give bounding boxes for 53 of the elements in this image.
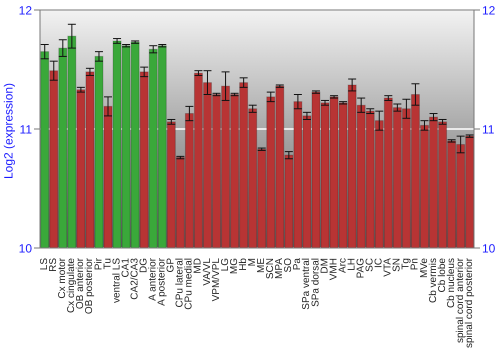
x-tick-label: CPu medial [184, 258, 195, 310]
x-tick-label: Arc [337, 258, 348, 273]
x-tick-label: LG [220, 258, 231, 272]
x-tick-label: Cb vermis [428, 258, 439, 304]
x-tick-label: MPA [274, 258, 286, 279]
y2-tick-label: 10 [482, 241, 496, 256]
x-tick-label: A posterior [156, 257, 168, 306]
x-tick-label: DM [319, 258, 330, 274]
x-tick-label: SCN [265, 258, 276, 280]
y-tick-label: 12 [18, 3, 32, 18]
x-tick-label: Cb nucleus [446, 258, 457, 308]
x-tick-label: spinal cord anterior [454, 257, 466, 344]
x-tick-label: Pn [410, 258, 421, 270]
x-tick-label: SO [283, 258, 294, 272]
y-tick-label: 10 [18, 241, 32, 256]
x-tick-label: MVe [418, 258, 430, 278]
x-tick-label: GP [166, 258, 177, 272]
x-tick-label: spinal cord posterior [464, 257, 475, 348]
x-tick-label: OB posterior [84, 257, 96, 314]
x-tick-label: CA1 [120, 258, 132, 278]
y-tick-label: 11 [20, 122, 32, 136]
y2-tick-label: 11 [482, 122, 495, 136]
x-tick-label: CA2/CA3 [129, 258, 140, 300]
x-tick-label: Tg [400, 258, 412, 270]
x-tick-label: RS [48, 258, 60, 272]
x-tick-label: DG [138, 258, 150, 273]
x-tick-label: Cb lobe [436, 258, 448, 292]
x-tick-label: A anterior [148, 257, 159, 301]
x-tick-label: VA/VL [202, 258, 213, 286]
x-tick-label: LH [346, 258, 358, 271]
x-tick-label: VTA [382, 258, 394, 277]
x-tick-label: Hb [238, 258, 249, 271]
x-tick-label: IC [374, 258, 385, 268]
y2-tick-label: 12 [482, 3, 496, 18]
x-tick-label: M [246, 258, 258, 266]
x-tick-label: ME [256, 258, 268, 273]
x-tick-label: PAG [355, 258, 366, 278]
y-axis-title: Log2 (expression) [1, 82, 16, 179]
x-tick-label: MD [192, 258, 204, 274]
x-tick-label: Tu [102, 258, 114, 270]
x-tick-label: MG [228, 258, 240, 274]
x-tick-label: SC [364, 258, 376, 272]
x-tick-label: LS [39, 258, 50, 270]
x-tick-label: VMH [328, 258, 340, 280]
x-tick-label: SPa ventral [301, 258, 312, 310]
x-tick-label: SPa dorsal [310, 258, 322, 307]
x-tick-label: Pir [93, 257, 104, 270]
x-tick-label: Cx cingulate [66, 258, 78, 314]
x-tick-label: ventral LS [111, 258, 122, 304]
x-tick-label: Pa [292, 258, 304, 270]
x-tick-label: SN [392, 258, 403, 272]
x-tick-label: OB anterior [75, 257, 86, 310]
x-tick-label: VPM/VPL [210, 258, 222, 302]
